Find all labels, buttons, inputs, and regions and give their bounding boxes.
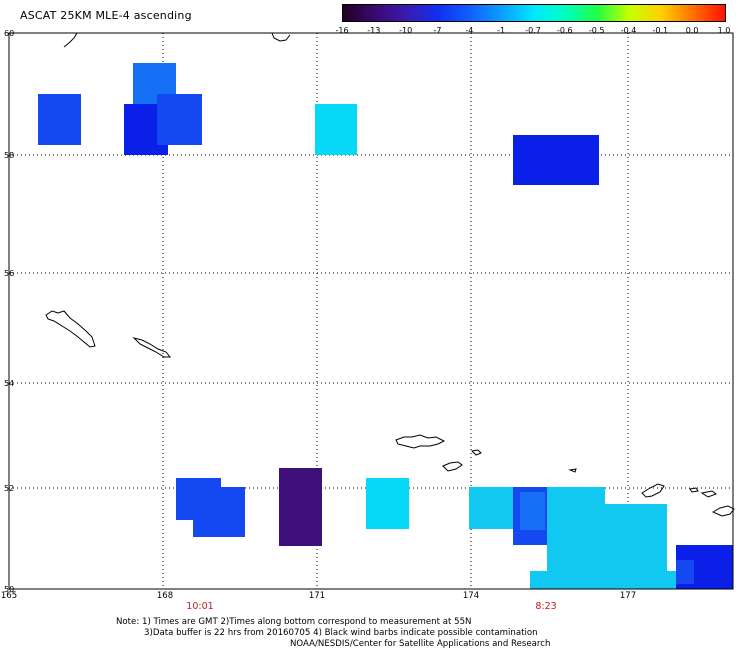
wind-cell [520, 492, 545, 530]
aleutian-3 [470, 449, 482, 456]
colorbar-label: -0.5 [588, 26, 605, 35]
aleutian-5 [641, 483, 665, 498]
time-label: 8:23 [535, 601, 557, 612]
lon-label: 174 [462, 591, 480, 601]
colorbar-label: -13 [367, 26, 381, 35]
aleutian-4 [568, 468, 577, 473]
note-line-2: 3)Data buffer is 22 hrs from 20160705 4)… [144, 628, 538, 638]
chart-title: ASCAT 25KM MLE-4 ascending [20, 9, 192, 22]
lon-label: 177 [619, 591, 637, 601]
colorbar-label: -7 [433, 26, 442, 35]
plot-frame [8, 32, 734, 590]
lat-label: 50 [4, 585, 15, 594]
colorbar-label: -4 [465, 26, 474, 35]
wind-cells [38, 63, 733, 589]
coast-top-mid [271, 32, 291, 42]
colorbar-label: -0.1 [652, 26, 669, 35]
aleutian-1 [395, 434, 446, 449]
wind-cell [547, 545, 667, 572]
lon-label: 165 [0, 591, 18, 601]
wind-cell [279, 468, 322, 546]
aleutian-7 [700, 490, 718, 498]
colorbar-label: -16 [335, 26, 349, 35]
island-left [45, 310, 96, 348]
colorbar-label: -1 [497, 26, 506, 35]
aleutian-8 [711, 505, 735, 517]
wind-cell [193, 487, 245, 537]
aleutian-2 [442, 461, 463, 472]
coast-top-left [63, 32, 78, 48]
colorbar-label: -0.4 [620, 26, 637, 35]
wind-cell [38, 94, 81, 145]
lat-label: 52 [4, 484, 15, 493]
colorbar-label: -0.6 [557, 26, 573, 35]
wind-cell [366, 478, 409, 529]
time-label: 10:01 [186, 601, 214, 612]
island-small [132, 337, 172, 358]
note-line-1: Note: 1) Times are GMT 2)Times along bot… [116, 617, 472, 627]
colorbar-label: 1.0 [717, 26, 731, 35]
lat-label: 54 [4, 379, 15, 388]
wind-cell [469, 487, 514, 529]
lat-label: 56 [4, 269, 15, 278]
colorbar-label: -0.7 [525, 26, 541, 35]
wind-cell [513, 135, 599, 185]
colorbar-label: -10 [399, 26, 413, 35]
aleutian-6 [689, 487, 699, 493]
note-line-3: NOAA/NESDIS/Center for Satellite Applica… [290, 639, 551, 649]
wind-cell [676, 560, 694, 584]
wind-cell [530, 571, 686, 589]
coastlines [45, 32, 735, 517]
colorbar [342, 4, 726, 22]
wind-cell [157, 94, 202, 145]
lon-label: 168 [156, 591, 174, 601]
lat-label: 58 [4, 151, 15, 160]
wind-cell [555, 504, 667, 545]
colorbar-label: 0.0 [685, 26, 699, 35]
wind-cell [315, 104, 357, 155]
lat-label: 60 [4, 29, 15, 38]
lon-label: 171 [308, 591, 326, 601]
